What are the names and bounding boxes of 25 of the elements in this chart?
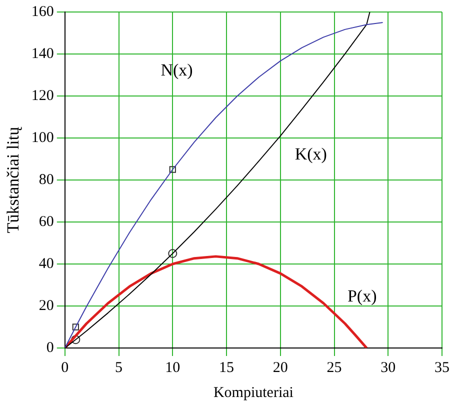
y-tick-label: 0 — [46, 340, 54, 356]
point — [168, 249, 178, 258]
y-tick-label: 120 — [31, 88, 54, 104]
y-tick-label: 20 — [38, 298, 54, 314]
y-tick-label: 140 — [31, 46, 54, 62]
x-tick-label: 10 — [165, 360, 180, 376]
x-tick-label: 30 — [380, 360, 396, 376]
point — [72, 324, 80, 330]
y-axis-title: Tūkstančiai litų — [4, 126, 23, 234]
x-tick-label: 15 — [219, 360, 234, 376]
x-axis-title: Kompiuteriai — [213, 384, 294, 401]
y-tick-label: 100 — [31, 130, 54, 146]
series-label: K(x) — [294, 144, 327, 164]
x-tick-label: 5 — [115, 360, 123, 376]
x-tick-label: 0 — [61, 360, 69, 376]
y-tick-label: 60 — [38, 214, 54, 230]
point — [169, 166, 176, 173]
y-tick-label: 40 — [38, 256, 54, 272]
x-tick-label: 25 — [326, 360, 342, 376]
point — [71, 335, 80, 344]
x-tick-label: 20 — [272, 360, 288, 376]
y-tick-label: 160 — [31, 4, 54, 20]
y-tick-label: 80 — [38, 172, 54, 188]
series-label: P(x) — [347, 286, 377, 306]
x-tick-label: 35 — [434, 360, 450, 376]
